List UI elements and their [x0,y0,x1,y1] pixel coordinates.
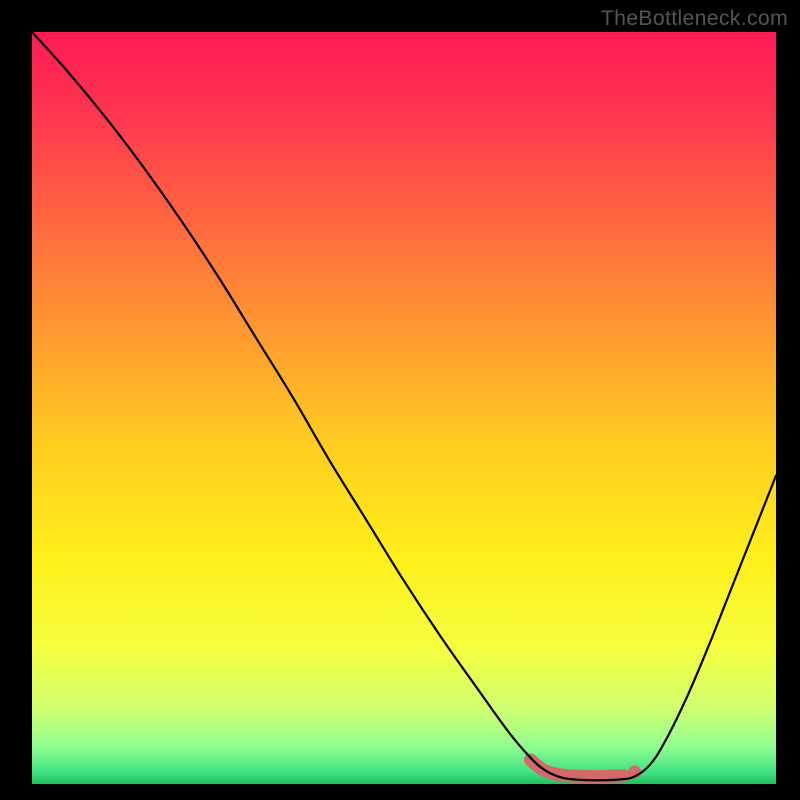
watermark-text: TheBottleneck.com [601,6,788,31]
highlight-region [530,760,623,777]
bottleneck-curve [32,32,776,780]
plot-area [32,32,776,784]
curve-layer [32,32,776,784]
